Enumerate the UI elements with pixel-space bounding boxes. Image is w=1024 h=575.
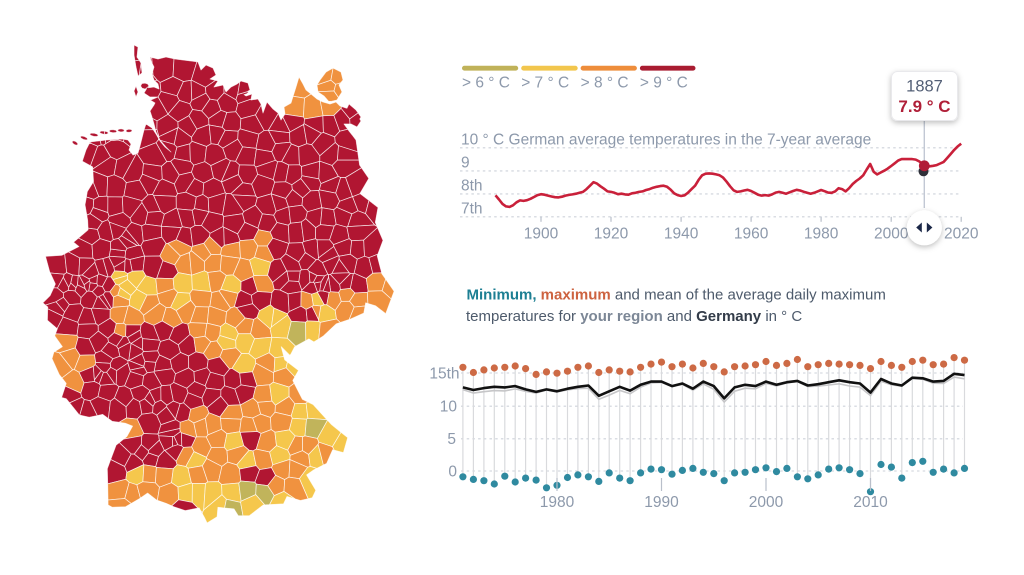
svg-text:1900: 1900	[524, 226, 559, 243]
svg-text:7.9 ° C: 7.9 ° C	[898, 97, 950, 116]
svg-text:9: 9	[461, 154, 470, 171]
svg-text:2000: 2000	[749, 494, 784, 511]
svg-text:> 6 ° C: > 6 ° C	[462, 75, 510, 92]
svg-text:1990: 1990	[644, 494, 679, 511]
svg-text:1980: 1980	[540, 494, 575, 511]
svg-text:2010: 2010	[853, 494, 888, 511]
svg-text:1920: 1920	[594, 226, 629, 243]
svg-text:2000: 2000	[874, 226, 909, 243]
svg-text:1980: 1980	[804, 226, 839, 243]
svg-text:0: 0	[448, 463, 457, 480]
svg-text:8th: 8th	[461, 178, 483, 195]
svg-text:temperatures for your region a: temperatures for your region and Germany…	[466, 308, 802, 325]
svg-text:10 ° C German average temperat: 10 ° C German average temperatures in th…	[461, 131, 871, 148]
svg-text:> 9 ° C: > 9 ° C	[640, 75, 688, 92]
svg-text:7th: 7th	[461, 201, 483, 218]
svg-text:1940: 1940	[664, 226, 699, 243]
svg-text:Minimum, maximum and mean of t: Minimum, maximum and mean of the average…	[467, 286, 886, 303]
svg-text:15th: 15th	[429, 366, 459, 383]
svg-text:> 8 ° C: > 8 ° C	[581, 75, 629, 92]
svg-text:5: 5	[447, 431, 456, 448]
svg-text:2020: 2020	[944, 226, 979, 243]
svg-text:> 7 ° C: > 7 ° C	[521, 75, 569, 92]
svg-text:1887: 1887	[906, 78, 943, 96]
svg-text:1960: 1960	[734, 226, 769, 243]
svg-text:10: 10	[440, 399, 458, 416]
